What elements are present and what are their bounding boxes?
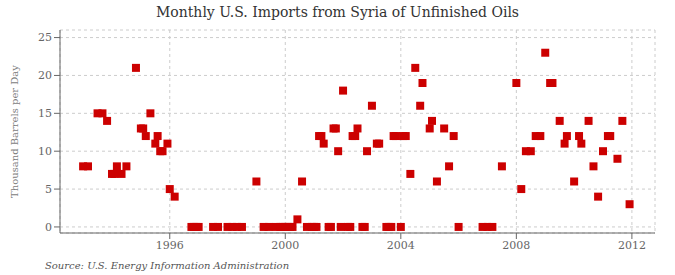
svg-text:1996: 1996 [156,239,184,252]
svg-text:20: 20 [38,69,52,82]
svg-text:0: 0 [45,221,52,234]
svg-text:2008: 2008 [502,239,530,252]
svg-text:25: 25 [38,31,52,44]
svg-text:2012: 2012 [618,239,646,252]
svg-text:2000: 2000 [271,239,299,252]
svg-text:15: 15 [38,107,52,120]
html-text:Source: U.S. Energy Informatio: Source: U.S. Energy Information Administ… [45,260,290,271]
html-text:Monthly U.S. Imports from Syri: Monthly U.S. Imports from Syria of Unfin… [156,4,519,20]
svg-text:2004: 2004 [387,239,415,252]
svg-text:10: 10 [38,145,52,158]
svg-text:Thousand Barrels per Day: Thousand Barrels per Day [9,65,20,198]
svg-text:5: 5 [45,183,52,196]
